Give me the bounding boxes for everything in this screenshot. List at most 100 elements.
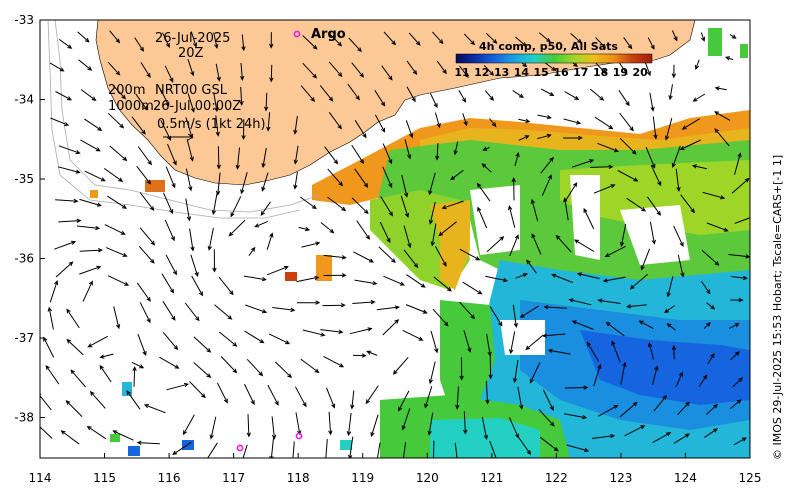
current-arrow-icon <box>405 120 414 139</box>
sst-field <box>90 28 750 458</box>
current-arrow-icon <box>484 90 495 101</box>
current-arrow-icon <box>531 233 542 255</box>
current-arrow-icon <box>485 32 498 44</box>
current-arrow-icon <box>562 135 583 141</box>
current-arrow-icon <box>109 145 128 162</box>
current-arrow-icon <box>190 254 199 277</box>
current-arrow-icon <box>728 254 750 259</box>
current-arrow-icon <box>428 361 436 385</box>
scale-vector-arrow-icon <box>163 133 194 141</box>
current-arrow-icon <box>137 146 153 166</box>
current-arrow-icon <box>131 361 145 369</box>
current-arrow-icon <box>272 307 296 313</box>
current-arrow-icon <box>211 192 218 216</box>
current-arrow-icon <box>512 304 518 328</box>
y-tick-label: -35 <box>14 172 34 186</box>
current-arrow-icon <box>159 88 170 107</box>
current-arrow-icon <box>483 65 495 76</box>
current-arrow-icon <box>402 329 424 341</box>
current-arrow-icon <box>47 306 54 330</box>
current-arrow-icon <box>512 89 524 99</box>
colorbar-tick-label: 17 <box>573 66 588 79</box>
current-arrow-icon <box>80 139 101 152</box>
current-arrow-icon <box>58 218 82 223</box>
current-arrow-icon <box>714 86 727 91</box>
current-arrow-icon <box>433 276 452 292</box>
current-vectors <box>40 30 750 458</box>
current-arrow-icon <box>698 374 708 387</box>
time-label: 20Z <box>178 46 204 61</box>
current-arrow-icon <box>354 279 378 286</box>
current-arrow-icon <box>107 61 121 76</box>
current-arrow-icon <box>430 223 437 247</box>
current-arrow-icon <box>327 196 347 212</box>
current-arrow-icon <box>193 336 212 353</box>
current-arrow-icon <box>348 37 362 53</box>
current-arrow-icon <box>707 352 715 365</box>
current-arrow-icon <box>356 220 371 240</box>
current-arrow-icon <box>220 356 238 374</box>
depth-200-label: 200m <box>108 83 145 98</box>
x-tick-label: 125 <box>739 471 762 485</box>
current-arrow-icon <box>383 275 405 286</box>
current-arrow-icon <box>463 411 468 435</box>
current-arrow-icon <box>216 382 228 404</box>
current-arrow-icon <box>328 112 342 130</box>
depth-1000-label: 1000m <box>108 99 154 114</box>
current-arrow-icon <box>131 116 146 135</box>
isobath-1000m <box>47 20 301 219</box>
current-arrow-icon <box>509 234 519 256</box>
current-arrow-icon <box>653 394 667 412</box>
colorbar-tick-label: 13 <box>494 66 509 79</box>
current-arrow-icon <box>187 93 195 113</box>
current-arrow-icon <box>58 38 73 49</box>
current-arrow-icon <box>293 171 298 190</box>
current-arrow-icon <box>734 152 742 175</box>
current-arrow-icon <box>328 411 333 436</box>
current-arrow-icon <box>664 117 673 141</box>
current-arrow-icon <box>438 221 457 237</box>
current-arrow-icon <box>481 417 489 440</box>
current-arrow-icon <box>137 333 147 356</box>
current-arrow-icon <box>382 166 393 189</box>
current-arrow-icon <box>564 182 578 203</box>
current-arrow-icon <box>274 361 293 379</box>
current-arrow-icon <box>294 386 307 408</box>
current-arrow-icon <box>138 245 155 264</box>
current-arrow-icon <box>172 441 192 456</box>
current-arrow-icon <box>326 387 336 409</box>
x-tick-label: 122 <box>545 471 568 485</box>
current-arrow-icon <box>595 37 607 49</box>
current-arrow-icon <box>673 433 690 444</box>
current-arrow-icon <box>489 440 499 458</box>
current-arrow-icon <box>126 390 141 410</box>
current-arrow-icon <box>365 385 379 405</box>
current-arrow-icon <box>509 331 516 355</box>
current-arrow-icon <box>543 61 557 72</box>
current-arrow-icon <box>246 358 264 377</box>
current-arrow-icon <box>436 60 447 75</box>
current-arrow-icon <box>406 274 426 288</box>
current-arrow-icon <box>428 201 436 225</box>
current-arrow-icon <box>691 164 708 170</box>
current-arrow-icon <box>167 143 177 166</box>
current-arrow-icon <box>623 37 633 50</box>
current-arrow-icon <box>530 198 539 222</box>
current-arrow-icon <box>536 133 552 140</box>
current-arrow-icon <box>515 36 527 47</box>
current-arrow-icon <box>619 224 627 248</box>
current-arrow-icon <box>481 163 492 173</box>
current-arrow-icon <box>434 112 441 129</box>
current-arrow-icon <box>301 241 321 248</box>
current-arrow-icon <box>597 142 620 153</box>
current-arrow-icon <box>434 245 447 267</box>
argo-label: Argo <box>311 27 346 42</box>
current-arrow-icon <box>348 436 354 458</box>
current-arrow-icon <box>566 444 590 453</box>
current-arrow-icon <box>189 381 206 399</box>
current-arrow-icon <box>644 61 651 77</box>
colorbar-tick-label: 15 <box>534 66 549 79</box>
date-label: 26-Jul-2025 <box>155 31 230 46</box>
current-arrow-icon <box>455 386 460 410</box>
x-tick-label: 114 <box>29 471 52 485</box>
